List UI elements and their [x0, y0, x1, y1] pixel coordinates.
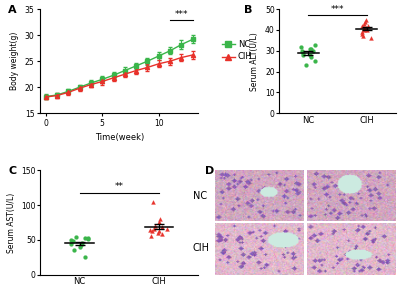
Point [310, 48, 316, 53]
Point [362, 19, 368, 24]
Point [77, 244, 83, 249]
Point [358, 23, 365, 28]
Point [360, 34, 366, 39]
Point [365, 23, 372, 28]
Point [159, 232, 166, 237]
Point [359, 30, 366, 34]
Point [361, 27, 367, 32]
Text: C: C [8, 166, 16, 176]
Point [303, 63, 310, 68]
Point [73, 235, 79, 239]
Point [156, 220, 162, 225]
Point [68, 242, 74, 246]
Point [147, 228, 153, 232]
Point [151, 226, 157, 231]
Point [298, 44, 305, 49]
Text: **: ** [115, 182, 124, 191]
Text: CIH: CIH [193, 243, 210, 253]
Y-axis label: Body weight(g): Body weight(g) [10, 32, 19, 90]
Text: NC: NC [193, 192, 207, 202]
Point [368, 36, 375, 41]
Point [148, 234, 154, 239]
Point [306, 46, 313, 51]
Text: D: D [206, 166, 215, 176]
Point [300, 52, 306, 57]
Point [362, 25, 369, 30]
Point [82, 255, 88, 260]
Text: ***: *** [175, 9, 188, 19]
Point [299, 48, 305, 53]
Point [361, 25, 367, 30]
Point [82, 235, 89, 240]
Point [85, 237, 91, 242]
Text: B: B [244, 5, 252, 15]
Point [68, 237, 74, 242]
Point [78, 243, 84, 248]
Text: A: A [8, 5, 17, 15]
Point [163, 227, 170, 232]
Point [311, 59, 318, 64]
Point [71, 248, 77, 253]
Point [364, 27, 370, 32]
Point [78, 240, 85, 245]
Point [148, 229, 155, 234]
Text: ***: *** [331, 5, 344, 14]
Point [363, 17, 369, 22]
Point [359, 32, 366, 37]
Legend: NC, CIH: NC, CIH [219, 37, 256, 65]
Point [312, 42, 318, 47]
Point [154, 231, 161, 235]
Point [361, 21, 367, 26]
Point [306, 52, 313, 57]
Point [70, 239, 76, 244]
Point [85, 236, 92, 241]
Point [150, 199, 156, 204]
Y-axis label: Serum AST(U/L): Serum AST(U/L) [7, 192, 16, 253]
Point [156, 217, 163, 221]
Point [308, 46, 314, 51]
Point [300, 50, 306, 55]
Point [156, 228, 162, 233]
Point [152, 224, 158, 228]
Y-axis label: Serum ALT(U/L): Serum ALT(U/L) [250, 32, 260, 91]
X-axis label: Time(week): Time(week) [94, 133, 144, 142]
Point [308, 55, 315, 59]
Point [159, 225, 165, 230]
